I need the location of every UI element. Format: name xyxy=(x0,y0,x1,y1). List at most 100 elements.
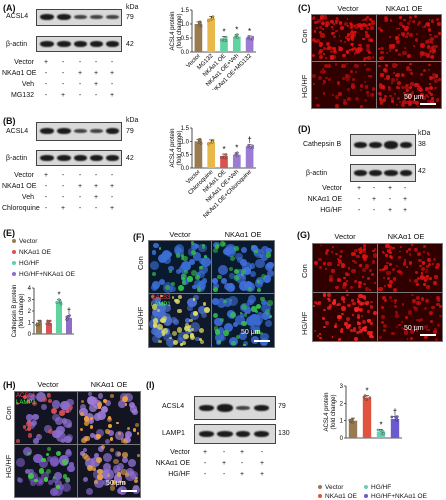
y-tick-label: 4 xyxy=(28,286,32,292)
scale-bar-label: 50 μm xyxy=(404,94,424,101)
data-point xyxy=(197,138,201,142)
row-label: HG/HF xyxy=(300,74,309,98)
legend-label: Vector xyxy=(325,484,344,491)
data-point xyxy=(351,421,355,425)
data-point xyxy=(45,322,49,326)
significance-mark: * xyxy=(57,291,60,300)
condition-sign: - xyxy=(222,471,226,478)
legend-entry: NKAα1 OE xyxy=(12,249,51,256)
data-point xyxy=(55,301,59,304)
data-point xyxy=(362,395,366,399)
legend-marker xyxy=(12,261,16,266)
significance-mark: † xyxy=(67,307,71,316)
bar xyxy=(207,18,216,52)
significance-mark: * xyxy=(235,144,238,153)
data-point xyxy=(219,38,223,42)
condition-sign: + xyxy=(77,70,83,77)
condition-sign: + xyxy=(239,471,245,478)
y-tick-label: 1.5 xyxy=(181,8,190,14)
western-blot-lamp1 xyxy=(194,424,276,444)
data-point xyxy=(57,298,61,301)
y-tick-label: 0.5 xyxy=(181,153,190,159)
legend-entry: Vector xyxy=(318,484,343,491)
data-point xyxy=(224,35,228,39)
condition-sign: + xyxy=(402,196,408,203)
condition-sign: - xyxy=(110,59,114,66)
condition-sign: - xyxy=(44,92,48,99)
column-label: NKAα1 OE xyxy=(387,232,425,241)
stain-label-red: ACSL4 xyxy=(16,393,36,399)
kda-value: 130 xyxy=(278,430,290,437)
legend-label: HG/HF xyxy=(371,484,392,491)
condition-sign: + xyxy=(93,183,99,190)
condition-sign: + xyxy=(109,92,115,99)
condition-sign: + xyxy=(93,194,99,201)
data-point xyxy=(58,300,62,303)
bar xyxy=(220,156,228,168)
y-tick-label: 0.0 xyxy=(181,166,190,172)
panel-label-d: (D) xyxy=(298,124,311,134)
bar xyxy=(194,24,203,52)
panel-label-b: (B) xyxy=(3,116,16,126)
y-axis-label: (fold change) xyxy=(177,130,183,165)
bar xyxy=(348,420,358,438)
condition-label: Vector xyxy=(14,59,34,66)
condition-sign: + xyxy=(202,449,208,456)
significance-mark: * xyxy=(365,387,368,396)
condition-sign: + xyxy=(60,92,66,99)
kda-value: 79 xyxy=(126,128,134,135)
condition-label: Veh xyxy=(21,81,34,88)
condition-sign: + xyxy=(402,207,408,214)
condition-sign: - xyxy=(44,205,48,212)
y-tick-label: 0 xyxy=(28,332,32,338)
y-axis-label: (fold change) xyxy=(19,293,25,328)
data-point xyxy=(236,154,239,157)
panel-label-i: (I) xyxy=(146,380,155,390)
data-point xyxy=(376,428,380,432)
data-point xyxy=(207,142,210,146)
row-label: HG/HF xyxy=(136,306,145,330)
y-tick-label: 2 xyxy=(340,401,344,407)
legend-entry: HG/HF xyxy=(364,484,391,491)
data-point xyxy=(219,156,223,159)
legend-marker xyxy=(318,494,322,499)
condition-sign: + xyxy=(239,449,245,456)
legend-marker xyxy=(364,494,368,499)
row-label: Con xyxy=(136,256,145,270)
data-point xyxy=(381,430,385,433)
condition-sign: - xyxy=(260,449,264,456)
scale-bar xyxy=(254,340,270,342)
data-point xyxy=(350,419,353,422)
blot-row-label: β-actin xyxy=(306,170,328,177)
scale-bar-label: 50 μm xyxy=(106,480,126,487)
condition-sign: - xyxy=(110,81,114,88)
condition-sign: - xyxy=(44,70,48,77)
western-blot-acsl4 xyxy=(36,122,122,141)
y-tick-label: 1 xyxy=(340,419,344,425)
condition-sign: + xyxy=(356,185,362,192)
condition-label: NKAα1 OE xyxy=(307,196,342,203)
data-point xyxy=(248,146,252,149)
immunofluorescence-image xyxy=(14,391,78,445)
column-label: NKAα1 OE xyxy=(385,4,423,13)
fluorescence-image xyxy=(377,292,443,342)
condition-sign: + xyxy=(93,81,99,88)
significance-mark: * xyxy=(222,27,225,36)
condition-label: NKAα1 OE xyxy=(155,460,190,467)
condition-sign: - xyxy=(357,207,361,214)
legend-marker xyxy=(12,272,16,277)
y-tick-label: 0 xyxy=(340,436,344,442)
condition-sign: + xyxy=(387,207,393,214)
condition-sign: - xyxy=(203,471,207,478)
fluorescence-image xyxy=(312,243,378,293)
western-blot-actin xyxy=(36,36,122,52)
immunofluorescence-image xyxy=(77,391,141,445)
immunofluorescence-image xyxy=(148,293,212,348)
condition-label: MG132 xyxy=(11,92,34,99)
panel-label-a: (A) xyxy=(3,3,16,13)
data-point xyxy=(382,432,385,435)
condition-sign: + xyxy=(371,196,377,203)
data-point xyxy=(390,415,394,419)
legend-label: HG/HF xyxy=(19,260,40,267)
fluorescence-image xyxy=(311,14,377,62)
